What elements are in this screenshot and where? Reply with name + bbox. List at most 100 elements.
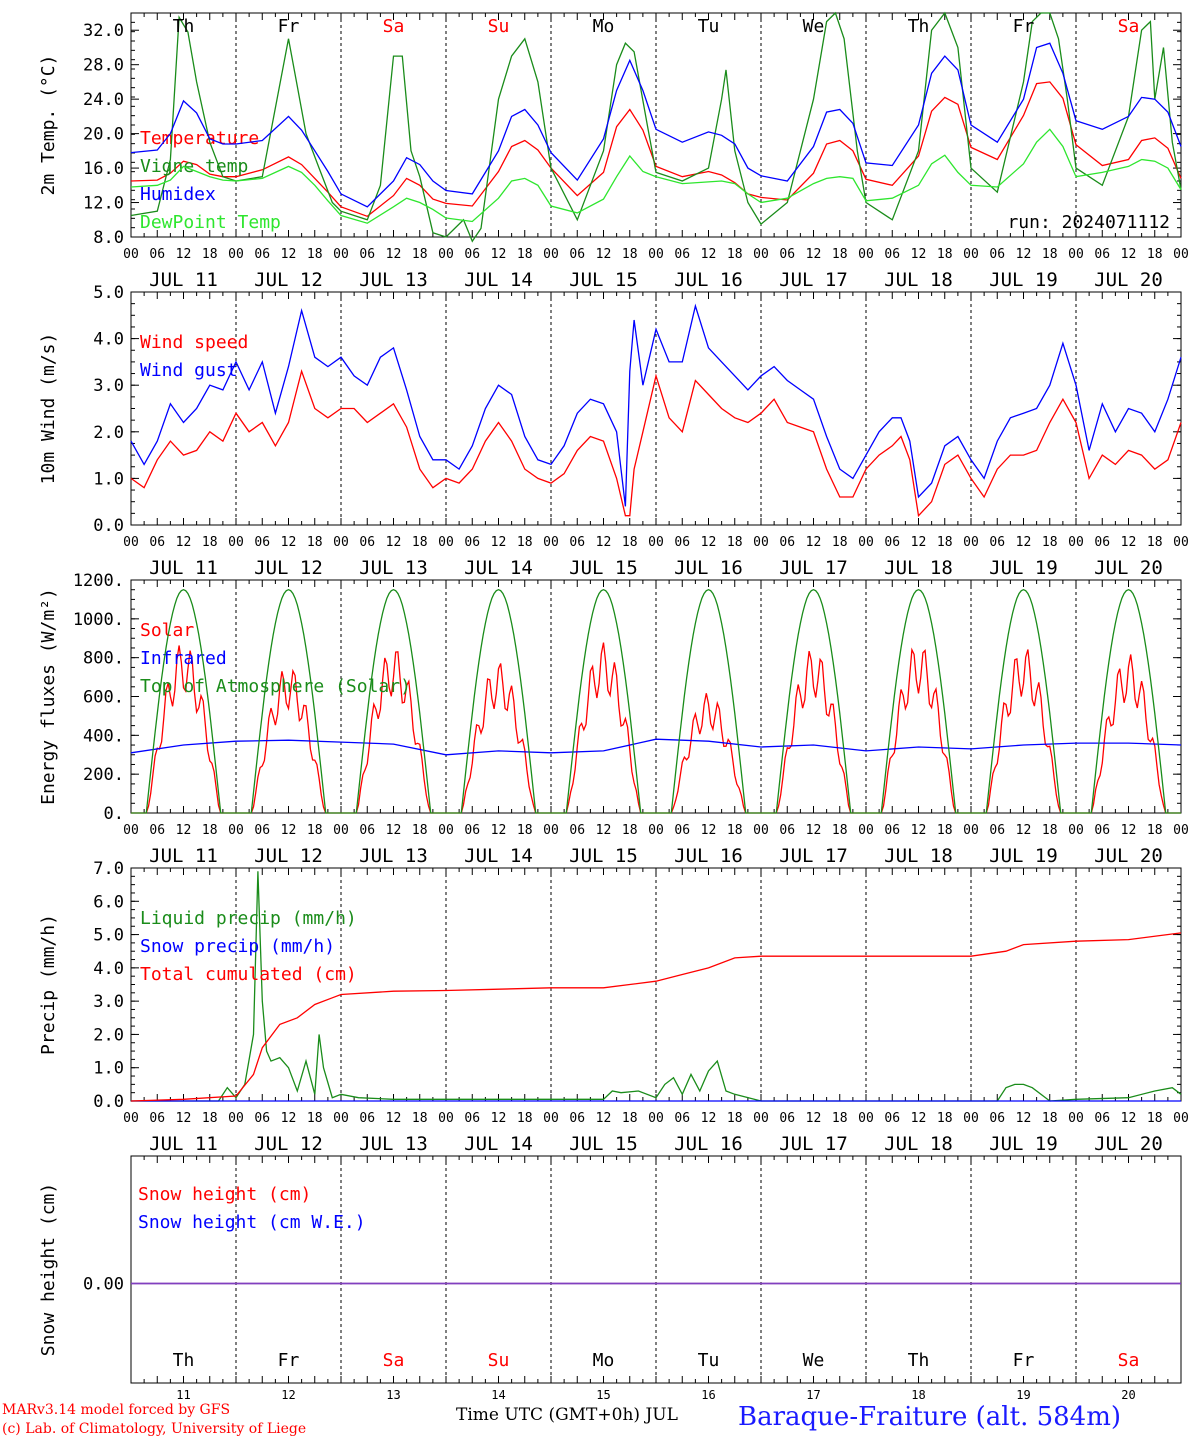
x-hour-label: 00: [333, 247, 349, 262]
day-number-label: 19: [1016, 1388, 1030, 1402]
x-hour-label: 18: [307, 247, 323, 262]
x-hour-label: 00: [1173, 535, 1189, 550]
x-hour-label: 00: [963, 247, 979, 262]
x-hour-label: 06: [884, 535, 900, 550]
dow-label-bottom: Sa: [1118, 1350, 1140, 1371]
x-hour-label: 00: [438, 247, 454, 262]
x-hour-label: 00: [438, 823, 454, 838]
x-hour-label: 12: [596, 1111, 612, 1126]
y-tick-label: 1200.: [73, 571, 124, 591]
dow-label-bottom: Th: [908, 1350, 930, 1371]
x-hour-label: 18: [832, 823, 848, 838]
x-hour-label: 06: [1094, 823, 1110, 838]
dow-label-top: Sa: [1118, 16, 1140, 37]
x-hour-label: 06: [464, 1111, 480, 1126]
x-date-label: JUL 19: [989, 845, 1058, 867]
day-number-label: 14: [491, 1388, 505, 1402]
x-hour-label: 00: [1068, 535, 1084, 550]
x-hour-label: 12: [281, 535, 297, 550]
x-date-label: JUL 15: [569, 1133, 638, 1155]
x-hour-label: 06: [779, 247, 795, 262]
x-hour-label: 18: [412, 535, 428, 550]
y-tick-label: 7.0: [93, 859, 124, 879]
x-hour-label: 00: [333, 535, 349, 550]
x-date-label: JUL 11: [149, 1133, 218, 1155]
x-date-label: JUL 20: [1094, 557, 1163, 579]
y-axis-label: Energy fluxes (W/m²): [38, 588, 59, 805]
x-hour-label: 00: [1068, 247, 1084, 262]
x-hour-label: 18: [1042, 823, 1058, 838]
x-hour-label: 00: [753, 823, 769, 838]
x-hour-label: 00: [228, 535, 244, 550]
x-hour-label: 00: [228, 823, 244, 838]
x-hour-label: 12: [701, 823, 717, 838]
x-hour-label: 12: [1016, 1111, 1032, 1126]
y-tick-label: 4.0: [93, 959, 124, 979]
x-hour-label: 00: [228, 1111, 244, 1126]
x-hour-label: 00: [858, 535, 874, 550]
dow-label-top: Sa: [383, 16, 405, 37]
legend-infrared: Infrared: [140, 648, 227, 669]
x-hour-label: 00: [1173, 247, 1189, 262]
y-tick-label: 600.: [83, 688, 124, 708]
x-hour-label: 06: [569, 535, 585, 550]
x-hour-label: 06: [779, 535, 795, 550]
y-tick-label: 5.0: [93, 926, 124, 946]
x-hour-label: 00: [1068, 1111, 1084, 1126]
x-hour-label: 18: [1042, 535, 1058, 550]
x-hour-label: 00: [858, 823, 874, 838]
x-hour-label: 18: [412, 247, 428, 262]
x-hour-label: 12: [806, 247, 822, 262]
x-hour-label: 00: [123, 823, 139, 838]
x-hour-label: 00: [753, 535, 769, 550]
x-hour-label: 18: [622, 535, 638, 550]
legend-solar: Solar: [140, 620, 194, 641]
y-tick-label: 4.0: [93, 330, 124, 350]
y-tick-label: 16.0: [83, 159, 124, 179]
x-date-label: JUL 20: [1094, 269, 1163, 291]
x-hour-label: 12: [1121, 247, 1137, 262]
x-hour-label: 12: [491, 823, 507, 838]
x-hour-label: 00: [858, 1111, 874, 1126]
x-hour-label: 12: [176, 823, 192, 838]
x-hour-label: 00: [648, 823, 664, 838]
x-hour-label: 06: [884, 823, 900, 838]
x-date-label: JUL 14: [464, 845, 533, 867]
series-line-solar: [131, 642, 1181, 814]
x-date-label: JUL 14: [464, 557, 533, 579]
x-date-label: JUL 20: [1094, 1133, 1163, 1155]
x-date-label: JUL 20: [1094, 845, 1163, 867]
legend-total-cumulated-cm-: Total cumulated (cm): [140, 964, 357, 985]
y-tick-label: 200.: [83, 765, 124, 785]
x-hour-label: 00: [333, 823, 349, 838]
x-hour-label: 00: [543, 823, 559, 838]
x-date-label: JUL 13: [359, 1133, 428, 1155]
x-hour-label: 18: [937, 535, 953, 550]
y-tick-label: 0.: [104, 804, 124, 824]
x-hour-label: 06: [989, 535, 1005, 550]
y-tick-label: 32.0: [83, 21, 124, 41]
legend-liquid-precip-mm-h-: Liquid precip (mm/h): [140, 908, 357, 929]
x-hour-label: 12: [911, 823, 927, 838]
series-line-wind-speed: [130, 368, 1182, 518]
x-hour-label: 12: [386, 247, 402, 262]
x-hour-label: 18: [937, 1111, 953, 1126]
x-hour-label: 12: [911, 1111, 927, 1126]
x-date-label: JUL 18: [884, 269, 953, 291]
x-hour-label: 12: [281, 823, 297, 838]
y-tick-label: 1000.: [73, 610, 124, 630]
series-line-top-of-atmosphere-solar-: [131, 588, 1181, 814]
x-hour-label: 12: [1121, 1111, 1137, 1126]
x-hour-label: 06: [674, 247, 690, 262]
dow-label-bottom: Mo: [593, 1350, 615, 1371]
y-tick-label: 400.: [83, 726, 124, 746]
x-date-label: JUL 18: [884, 845, 953, 867]
x-hour-label: 06: [254, 823, 270, 838]
x-hour-label: 00: [123, 247, 139, 262]
dow-label-top: Tu: [698, 16, 720, 37]
x-hour-label: 18: [202, 535, 218, 550]
dow-label-top: Fr: [278, 16, 300, 37]
x-hour-label: 06: [359, 823, 375, 838]
legend-snow-precip-mm-h-: Snow precip (mm/h): [140, 936, 335, 957]
y-tick-label: 0.0: [93, 516, 124, 536]
